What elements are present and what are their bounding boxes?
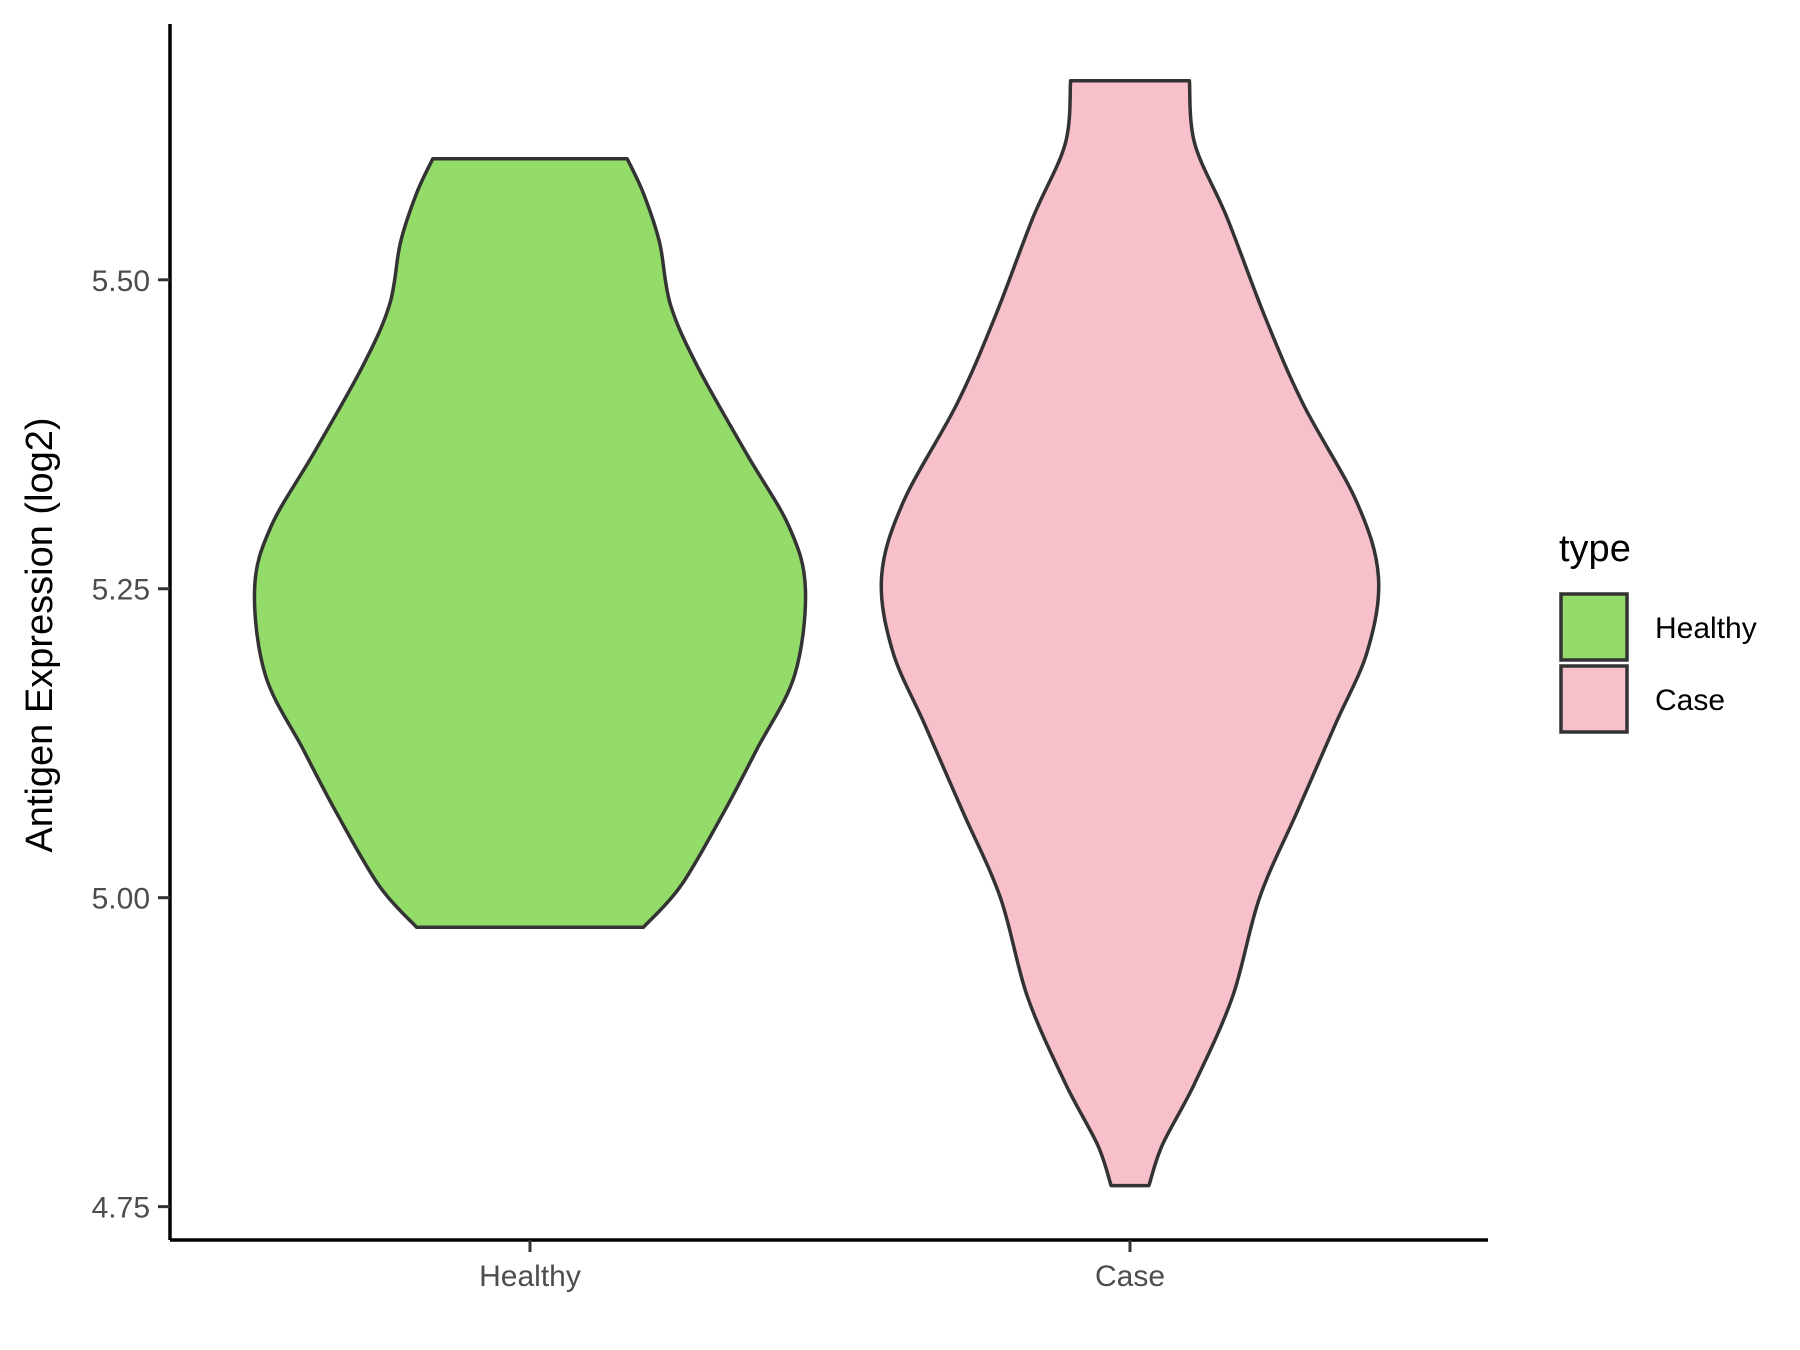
legend-key-healthy [1559,592,1629,662]
y-tick-label: 5.25 [92,574,150,607]
violin-healthy [252,156,808,930]
y-tick-label: 5.50 [92,265,150,298]
axes: 4.75 5.00 5.25 5.50 Healthy Case [92,24,1488,1293]
violin-layer [252,79,1381,1188]
x-tick-label: Healthy [479,1260,581,1293]
legend: type Healthy Case [1559,528,1757,734]
legend-key-case [1559,664,1629,734]
legend-label-healthy: Healthy [1655,612,1757,645]
legend-label-case: Case [1655,684,1725,717]
y-tick-label: 4.75 [92,1192,150,1225]
violin-case [879,79,1381,1188]
y-axis-title: Antigen Expression (log2) [19,417,61,852]
y-tick-label: 5.00 [92,883,150,916]
legend-title: type [1559,528,1631,570]
x-tick-label: Case [1095,1260,1165,1293]
